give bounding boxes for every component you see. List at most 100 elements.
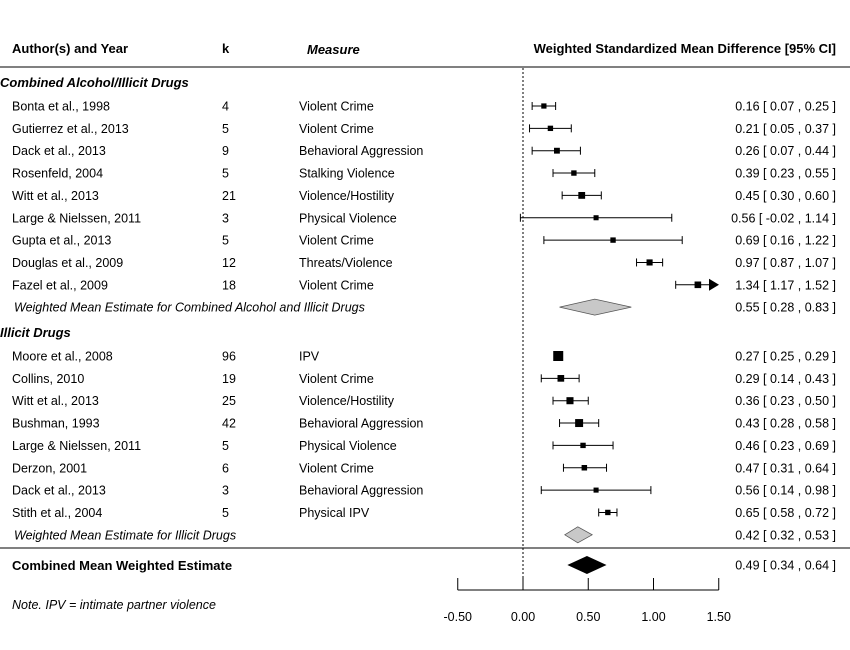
study-author: Dack et al., 2013 [12, 484, 106, 498]
point-estimate [553, 351, 564, 361]
study-measure: Behavioral Aggression [299, 144, 423, 158]
study-measure: Threats/Violence [299, 256, 393, 270]
study-measure: Violent Crime [299, 234, 374, 248]
estimate-label: 0.39 [ 0.23 , 0.55 ] [735, 167, 836, 181]
study-author: Stith et al., 2004 [12, 506, 102, 520]
overall-label: Combined Mean Weighted Estimate [12, 558, 232, 573]
study-measure: Violence/Hostility [299, 189, 395, 203]
summary-estimate-label: 0.55 [ 0.28 , 0.83 ] [735, 301, 836, 315]
x-tick-label: 1.00 [641, 610, 665, 624]
header-k: k [222, 41, 230, 56]
header-measure: Measure [307, 42, 360, 57]
study-k: 3 [222, 211, 229, 225]
study-k: 9 [222, 144, 229, 158]
summary-estimate-label: 0.42 [ 0.32 , 0.53 ] [735, 528, 836, 542]
overall-diamond [567, 556, 607, 574]
study-author: Collins, 2010 [12, 372, 84, 386]
x-tick-label: 1.50 [707, 610, 731, 624]
estimate-label: 0.27 [ 0.25 , 0.29 ] [735, 350, 836, 364]
ci-arrow [709, 278, 719, 291]
study-measure: Stalking Violence [299, 167, 395, 181]
point-estimate [580, 442, 586, 449]
study-k: 4 [222, 100, 229, 114]
study-k: 96 [222, 350, 236, 364]
study-measure: Physical IPV [299, 506, 370, 520]
study-author: Large & Nielssen, 2011 [12, 211, 141, 225]
study-k: 5 [222, 167, 229, 181]
estimate-label: 0.45 [ 0.30 , 0.60 ] [735, 189, 836, 203]
study-author: Bonta et al., 1998 [12, 100, 110, 114]
overall-estimate-label: 0.49 [ 0.34 , 0.64 ] [735, 559, 836, 573]
summary-diamond [563, 526, 593, 544]
study-measure: Violent Crime [299, 372, 374, 386]
estimate-label: 1.34 [ 1.17 , 1.52 ] [735, 278, 836, 292]
study-k: 5 [222, 506, 229, 520]
study-k: 25 [222, 394, 236, 408]
plot-layer: Combined Alcohol/Illicit Drugs Bonta et a… [0, 68, 836, 624]
study-k: 5 [222, 122, 229, 136]
estimate-label: 0.97 [ 0.87 , 1.07 ] [735, 256, 836, 270]
study-author: Moore et al., 2008 [12, 350, 113, 364]
point-estimate [646, 259, 653, 266]
point-estimate [566, 397, 574, 405]
study-measure: Violent Crime [299, 122, 374, 136]
header-estimate: Weighted Standardized Mean Difference [9… [534, 41, 836, 56]
point-estimate [547, 125, 554, 132]
header-author: Author(s) and Year [12, 41, 128, 56]
estimate-label: 0.69 [ 0.16 , 1.22 ] [735, 234, 836, 248]
point-estimate [575, 419, 584, 428]
study-author: Fazel et al., 2009 [12, 278, 108, 292]
summary-label: Weighted Mean Estimate for Combined Alco… [14, 301, 365, 315]
study-k: 21 [222, 189, 236, 203]
study-measure: Behavioral Aggression [299, 417, 423, 431]
study-measure: Violence/Hostility [299, 394, 395, 408]
estimate-label: 0.56 [ -0.02 , 1.14 ] [731, 211, 836, 225]
point-estimate [593, 215, 599, 221]
study-author: Derzon, 2001 [12, 461, 87, 475]
estimate-label: 0.65 [ 0.58 , 0.72 ] [735, 506, 836, 520]
study-author: Gutierrez et al., 2013 [12, 122, 129, 136]
study-measure: IPV [299, 350, 320, 364]
estimate-label: 0.56 [ 0.14 , 0.98 ] [735, 484, 836, 498]
study-k: 3 [222, 484, 229, 498]
study-k: 6 [222, 461, 229, 475]
estimate-label: 0.21 [ 0.05 , 0.37 ] [735, 122, 836, 136]
study-k: 12 [222, 256, 236, 270]
study-measure: Physical Violence [299, 439, 397, 453]
point-estimate [694, 281, 702, 289]
study-author: Witt et al., 2013 [12, 394, 99, 408]
study-k: 42 [222, 417, 236, 431]
estimate-label: 0.36 [ 0.23 , 0.50 ] [735, 394, 836, 408]
study-measure: Violent Crime [299, 100, 374, 114]
study-k: 19 [222, 372, 236, 386]
study-author: Witt et al., 2013 [12, 189, 99, 203]
summary-label: Weighted Mean Estimate for Illicit Drugs [14, 528, 236, 542]
x-tick-label: -0.50 [444, 610, 473, 624]
study-author: Douglas et al., 2009 [12, 256, 123, 270]
point-estimate [593, 487, 599, 493]
point-estimate [581, 465, 588, 471]
footnote: Note. IPV = intimate partner violence [12, 598, 216, 612]
point-estimate [610, 237, 616, 243]
study-author: Rosenfeld, 2004 [12, 167, 103, 181]
study-measure: Violent Crime [299, 278, 374, 292]
point-estimate [578, 191, 586, 199]
study-measure: Violent Crime [299, 461, 374, 475]
study-measure: Behavioral Aggression [299, 484, 423, 498]
study-k: 5 [222, 439, 229, 453]
point-estimate [557, 375, 565, 382]
estimate-label: 0.43 [ 0.28 , 0.58 ] [735, 417, 836, 431]
point-estimate [571, 170, 577, 176]
study-author: Bushman, 1993 [12, 417, 100, 431]
study-author: Large & Nielssen, 2011 [12, 439, 141, 453]
x-tick-label: 0.00 [511, 610, 535, 624]
summary-diamond [559, 298, 632, 316]
study-k: 18 [222, 278, 236, 292]
point-estimate [554, 147, 560, 154]
group-title: Illicit Drugs [0, 325, 71, 340]
point-estimate [541, 103, 547, 109]
estimate-label: 0.46 [ 0.23 , 0.69 ] [735, 439, 836, 453]
study-k: 5 [222, 234, 229, 248]
estimate-label: 0.29 [ 0.14 , 0.43 ] [735, 372, 836, 386]
